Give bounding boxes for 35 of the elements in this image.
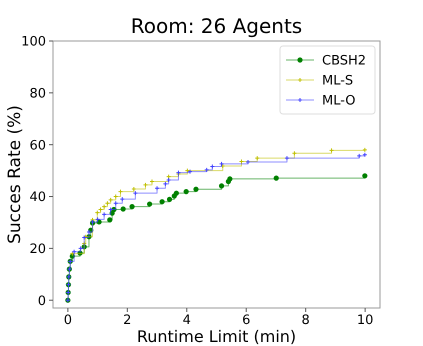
point [184,189,189,194]
x-tick-label: 6 [242,313,250,328]
point [218,183,224,189]
x-axis-title: Runtime Limit (min) [136,327,296,346]
y-tick-label: 40 [29,190,46,206]
x-tick-label: 4 [182,313,191,328]
x-tick-label: 2 [123,313,132,328]
y-tick-label: 60 [29,138,46,154]
x-tick-label: 10 [356,313,374,328]
x-tick-label: 8 [302,313,310,328]
point [166,196,172,202]
point [129,204,135,210]
point [82,244,87,250]
point [86,234,92,240]
point [227,176,232,182]
y-axis-title: Succes Rate (%) [5,105,25,244]
point [193,186,199,192]
point [160,199,165,204]
point [107,217,112,222]
legend-label: ML-O [322,94,356,109]
legend-label: ML-S [322,74,354,89]
point [274,176,279,181]
point [111,206,117,212]
y-tick-label: 100 [21,34,46,50]
x-tick-label: 0 [64,313,72,328]
point [120,206,126,212]
point [77,250,83,256]
point [147,201,152,207]
y-tick-label: 20 [29,242,46,257]
y-tick-label: 80 [29,86,46,102]
legend-label: CBSH2 [322,54,366,69]
y-tick-label: 0 [38,294,46,309]
chart-title: Room: 26 Agents [130,14,302,38]
point [174,190,179,196]
point [362,173,368,178]
